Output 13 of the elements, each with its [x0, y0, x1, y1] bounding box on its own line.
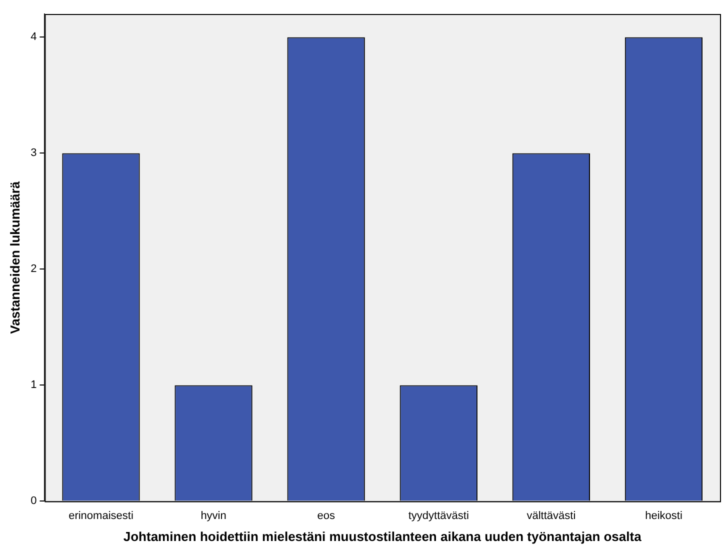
x-tick-label: eos — [317, 510, 336, 522]
y-tick-label: 4 — [30, 31, 37, 44]
y-tick-label: 3 — [30, 147, 37, 160]
y-tick-label: 0 — [30, 495, 37, 508]
y-tick-label: 2 — [30, 263, 37, 276]
y-tick-label: 1 — [30, 379, 37, 392]
x-tick-label: heikosti — [645, 510, 682, 522]
x-axis-title: Johtaminen hoidettiin mielestäni muustostilanteen aikana uuden työnantajan osalta — [123, 528, 642, 544]
x-tick-label: välttävästi — [526, 510, 576, 522]
y-axis-title: Vastanneiden lukumäärä — [7, 180, 22, 334]
x-tick-label: erinomaisesti — [68, 510, 134, 522]
x-tick-label: hyvin — [200, 510, 226, 522]
x-tick-label: tyydyttävästi — [408, 510, 469, 522]
